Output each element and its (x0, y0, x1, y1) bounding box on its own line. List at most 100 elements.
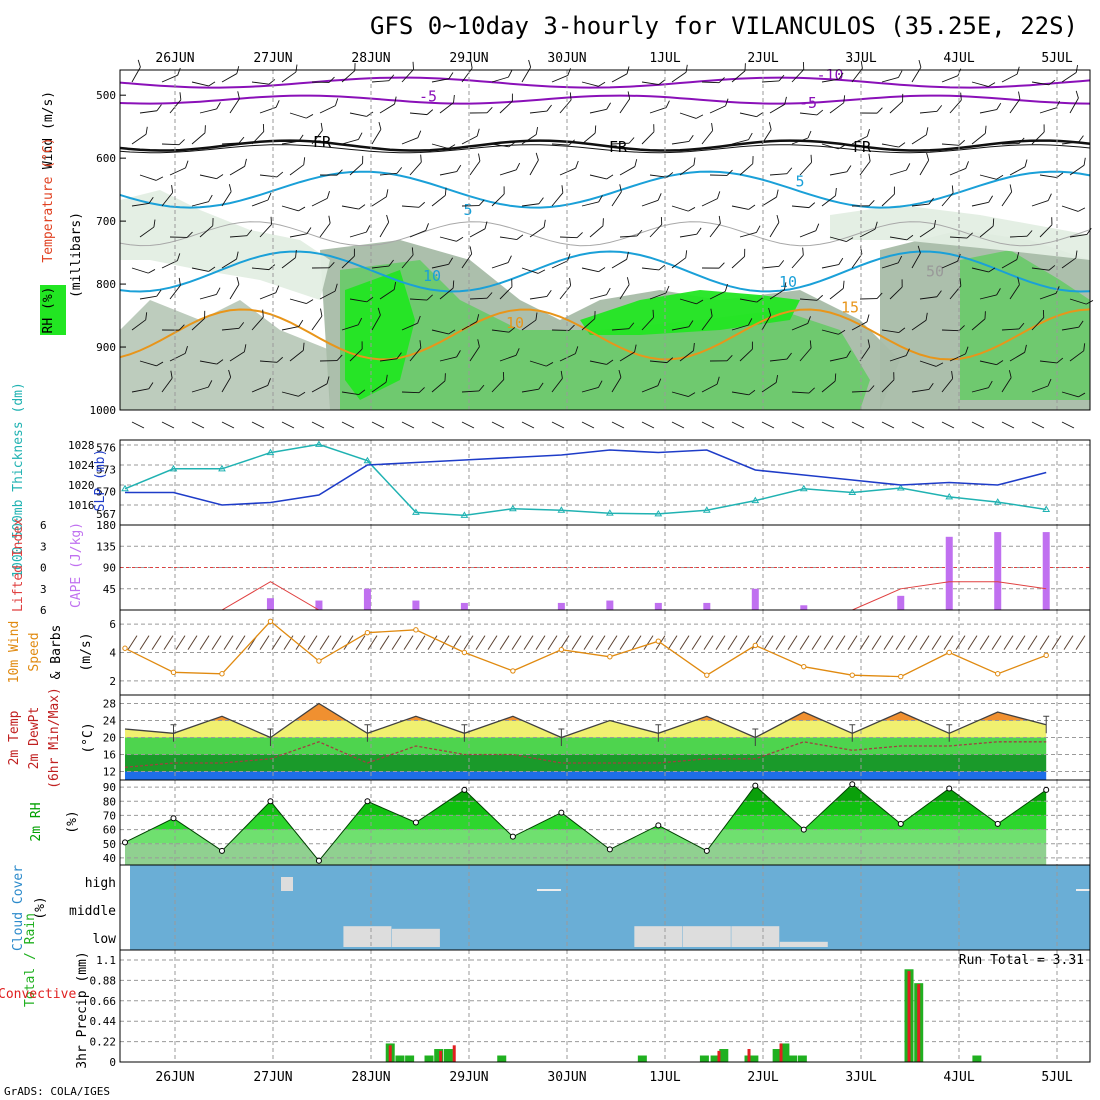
wind-barb-feather (567, 253, 571, 262)
rh-legend-swatch (40, 285, 66, 335)
wind-barb-feather (598, 195, 603, 203)
precip-convective-bar (779, 1043, 783, 1062)
wind-barb-staff (319, 290, 336, 300)
wind-barb-feather (696, 227, 702, 235)
wind-barb-feather (988, 82, 996, 87)
wind-barb (619, 159, 638, 176)
wind-barb-feather (444, 373, 446, 381)
wind-barb (169, 231, 193, 238)
wind-barb-staff (139, 226, 155, 238)
wind-barb-staff (259, 360, 278, 363)
surface-barb (281, 421, 295, 429)
wind-barb-staff (1009, 166, 1026, 176)
wind-barb-staff (1069, 164, 1085, 176)
wind-barb-staff (251, 385, 268, 393)
wind-barb (611, 137, 635, 145)
wind-barb-feather (783, 282, 787, 290)
wind-barb-feather (984, 311, 986, 319)
wind-barb-staff (281, 71, 297, 83)
wind-barb-staff (619, 98, 631, 114)
wind-speed-point (898, 673, 904, 680)
wind-barb-staff (439, 102, 454, 114)
xs-frame (119, 69, 1091, 411)
wind-barb-feather (996, 360, 1004, 366)
temp-tick: 20 (103, 732, 116, 745)
wind-barb-feather (665, 285, 670, 294)
wind10-barb (307, 635, 318, 650)
contour-label: 5 (795, 172, 804, 190)
wind-barb (619, 229, 643, 238)
temp-contour-minus5 (119, 94, 1091, 105)
wind-barb (281, 205, 306, 212)
wind-barb-feather (1055, 286, 1060, 294)
wind-barb-staff (371, 80, 390, 83)
date-label-bottom: 5JUL (1041, 1070, 1072, 1085)
wind-barb-staff (401, 254, 414, 269)
wind-barb (791, 61, 805, 83)
wind-barb-feather (784, 96, 787, 105)
wind-barb-feather (148, 382, 154, 390)
wind-barb-feather (476, 314, 480, 322)
wind-barb-staff (851, 390, 870, 393)
wind-barb-staff (1069, 97, 1079, 114)
wind-barb-staff (289, 298, 307, 304)
wind-barb (371, 121, 382, 145)
wind-barb-staff (229, 235, 248, 238)
wind-barb (461, 384, 485, 393)
wind-barb (889, 348, 910, 362)
wind-barb-staff (671, 141, 689, 145)
rh-point (267, 798, 274, 805)
wind-barb-staff (851, 253, 863, 269)
wind-barb-feather (628, 322, 635, 329)
ylabel-temp-d: (°C) (81, 722, 96, 753)
wind-barb (911, 382, 934, 393)
wind-barb-staff (589, 174, 607, 180)
wind-barb-feather (366, 296, 374, 303)
wind-barb (1031, 124, 1045, 145)
date-label-top: 30JUN (547, 51, 586, 66)
rh-point (994, 820, 1001, 827)
wind-barb (791, 202, 816, 209)
wind-barb (671, 64, 688, 83)
wind-barb (319, 215, 331, 238)
wind-barb (491, 186, 505, 207)
wind-barb-staff (821, 329, 839, 335)
wind-barb (311, 376, 330, 393)
wind-barb-feather (1018, 322, 1025, 330)
wind-barb-staff (941, 378, 953, 393)
wind-speed-point (364, 629, 371, 636)
date-label-top: 5JUL (1041, 51, 1072, 66)
wind-barb-feather (326, 376, 330, 384)
wind-barb-feather (996, 174, 1004, 180)
wind10-barb (151, 635, 162, 650)
wind-barb (1061, 135, 1084, 145)
wind-barb-staff (979, 174, 997, 180)
contour-label: 10 (779, 273, 797, 291)
wind-barb-feather (1042, 309, 1045, 318)
wind-barb-staff (431, 143, 449, 149)
rh-shading-region (120, 300, 330, 410)
rh-tick: 80 (103, 795, 116, 808)
wind-barb-feather (204, 125, 206, 133)
cape-bar (412, 600, 420, 610)
wind-barb (161, 324, 185, 331)
wind-barb (731, 389, 756, 396)
wind-barb-staff (499, 286, 513, 300)
wind-barb-feather (744, 248, 746, 257)
wind-barb-staff (529, 110, 548, 114)
wind-barb-staff (289, 233, 307, 238)
wind-barb (409, 294, 433, 301)
wind-barb-staff (259, 224, 272, 238)
wind10-barb (127, 635, 138, 650)
wind-barb-staff (791, 323, 808, 331)
wind10-barb (427, 635, 438, 650)
cloud-bar (537, 889, 561, 891)
wind-barb (349, 296, 374, 303)
wind-barb-staff (431, 78, 449, 83)
wind-barb-staff (581, 201, 599, 207)
wind-barb-feather (846, 165, 852, 173)
wind-barb-staff (589, 360, 607, 365)
wind-barb (641, 193, 662, 207)
wind-speed-point (607, 654, 613, 660)
wind-barb (371, 307, 381, 331)
